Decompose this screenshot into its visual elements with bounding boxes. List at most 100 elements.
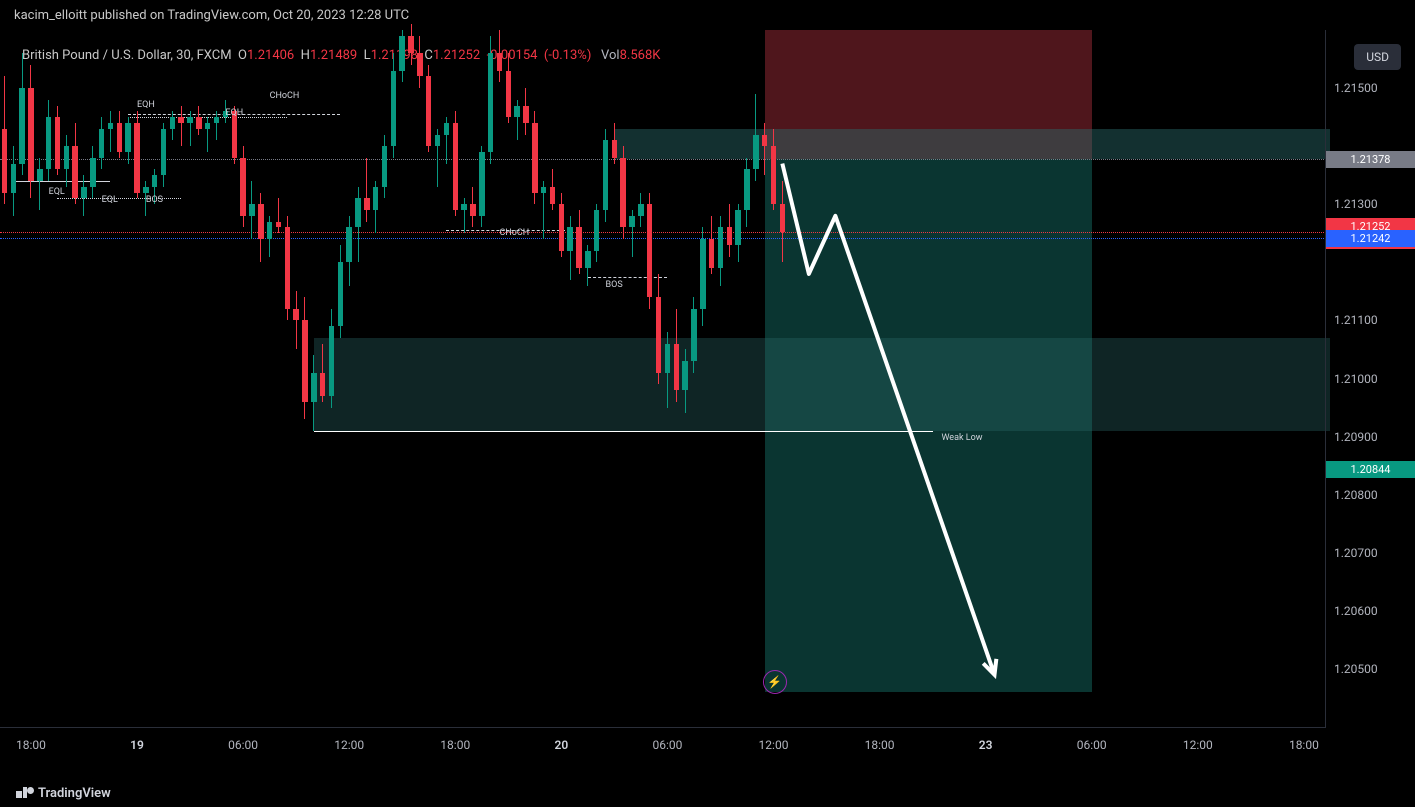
candle-body (170, 117, 175, 129)
chart-annotation: EQL (49, 187, 65, 197)
candle-body (72, 146, 77, 198)
candle-wick (366, 158, 367, 222)
projection-arrow (0, 30, 1326, 727)
candle-wick (39, 158, 40, 210)
candle-body (134, 123, 139, 193)
y-tick-label: 1.20600 (1334, 604, 1378, 618)
chart-annotation: EQL (102, 195, 118, 205)
candle-body (346, 227, 351, 262)
candle-body (612, 140, 617, 157)
candle-body (178, 117, 183, 123)
candle-body (550, 187, 555, 204)
time-axis[interactable]: 18:001906:0012:0018:002006:0012:0018:002… (0, 727, 1326, 768)
candle-body (497, 53, 502, 70)
x-tick-label: 12:00 (759, 738, 789, 752)
y-tick-label: 1.20500 (1334, 662, 1378, 676)
candle-body (187, 117, 192, 123)
y-tick-label: 1.20800 (1334, 488, 1378, 502)
candle-body (718, 227, 723, 268)
price-axis[interactable]: 1.215001.213001.211001.210001.209001.208… (1325, 30, 1415, 727)
candle-body (232, 111, 237, 157)
candle-body (523, 106, 528, 123)
candle-body (735, 210, 740, 245)
price-tag: 1.21242 (1326, 230, 1415, 247)
price-line (0, 159, 1326, 160)
x-tick-label: 19 (130, 738, 144, 752)
candle-body (408, 36, 413, 53)
candle-body (780, 204, 785, 232)
chart-canvas[interactable]: EQHEQHCHoCHEQLEQLBOSCHoCHBOSWeak Low⚡ (0, 30, 1326, 727)
candle-body (55, 117, 60, 169)
flash-icon[interactable]: ⚡ (763, 670, 787, 694)
candle-body (682, 361, 687, 390)
candle-body (506, 71, 511, 117)
x-tick-label: 18:00 (440, 738, 470, 752)
y-tick-label: 1.20900 (1334, 430, 1378, 444)
y-tick-label: 1.20700 (1334, 546, 1378, 560)
candle-body (391, 71, 396, 147)
candle-body (488, 53, 493, 152)
candle-body (125, 123, 130, 152)
candle-body (81, 187, 86, 199)
structure-line (13, 181, 110, 182)
candle-body (223, 111, 228, 117)
candle-body (46, 117, 51, 169)
candle-body (90, 158, 95, 187)
chart-annotation: Weak Low (941, 433, 982, 443)
chart-annotation: CHoCH (499, 228, 529, 238)
candle-body (143, 187, 148, 193)
candle-body (205, 123, 210, 129)
chart-annotation: CHoCH (270, 91, 300, 101)
candle-body (435, 135, 440, 147)
candle-body (559, 204, 564, 250)
candle-wick (216, 111, 217, 140)
candle-body (656, 297, 661, 373)
candle-body (514, 106, 519, 118)
chart-annotation: BOS (606, 280, 623, 290)
candle-body (585, 251, 590, 268)
tradingview-logo: TradingView (16, 786, 111, 801)
candle-body (603, 140, 608, 210)
candle-body (567, 227, 572, 250)
candle-body (196, 117, 201, 129)
candle-body (470, 204, 475, 216)
candle-body (373, 187, 378, 210)
candle-body (28, 88, 33, 181)
candle-body (453, 123, 458, 210)
candle-body (382, 146, 387, 187)
candle-body (329, 326, 334, 396)
candle-body (426, 76, 431, 146)
candle-body (117, 123, 122, 152)
candle-body (37, 169, 42, 181)
x-tick-label: 12:00 (334, 738, 364, 752)
candle-wick (296, 291, 297, 349)
candle-body (108, 123, 113, 129)
candle-body (399, 36, 404, 71)
y-tick-label: 1.21500 (1334, 81, 1378, 95)
candle-body (753, 135, 758, 170)
x-tick-label: 06:00 (1077, 738, 1107, 752)
candle-body (629, 216, 634, 228)
candle-wick (110, 111, 111, 152)
short-red-zone (765, 30, 1092, 159)
structure-line (57, 198, 181, 199)
candle-body (11, 164, 16, 193)
structure-line (588, 277, 668, 278)
candle-body (709, 239, 714, 268)
candle-body (727, 227, 732, 244)
candle-body (461, 204, 466, 210)
candle-body (620, 158, 625, 228)
x-tick-label: 12:00 (1183, 738, 1213, 752)
x-tick-label: 18:00 (1289, 738, 1319, 752)
candle-body (771, 146, 776, 204)
candle-body (338, 262, 343, 326)
candle-body (293, 309, 298, 321)
candle-body (674, 344, 679, 390)
candle-body (214, 117, 219, 123)
candle-body (700, 239, 705, 309)
x-tick-label: 20 (554, 738, 568, 752)
candle-body (161, 129, 166, 175)
weak-low-line (314, 431, 933, 432)
candle-body (532, 123, 537, 193)
candle-body (541, 187, 546, 193)
